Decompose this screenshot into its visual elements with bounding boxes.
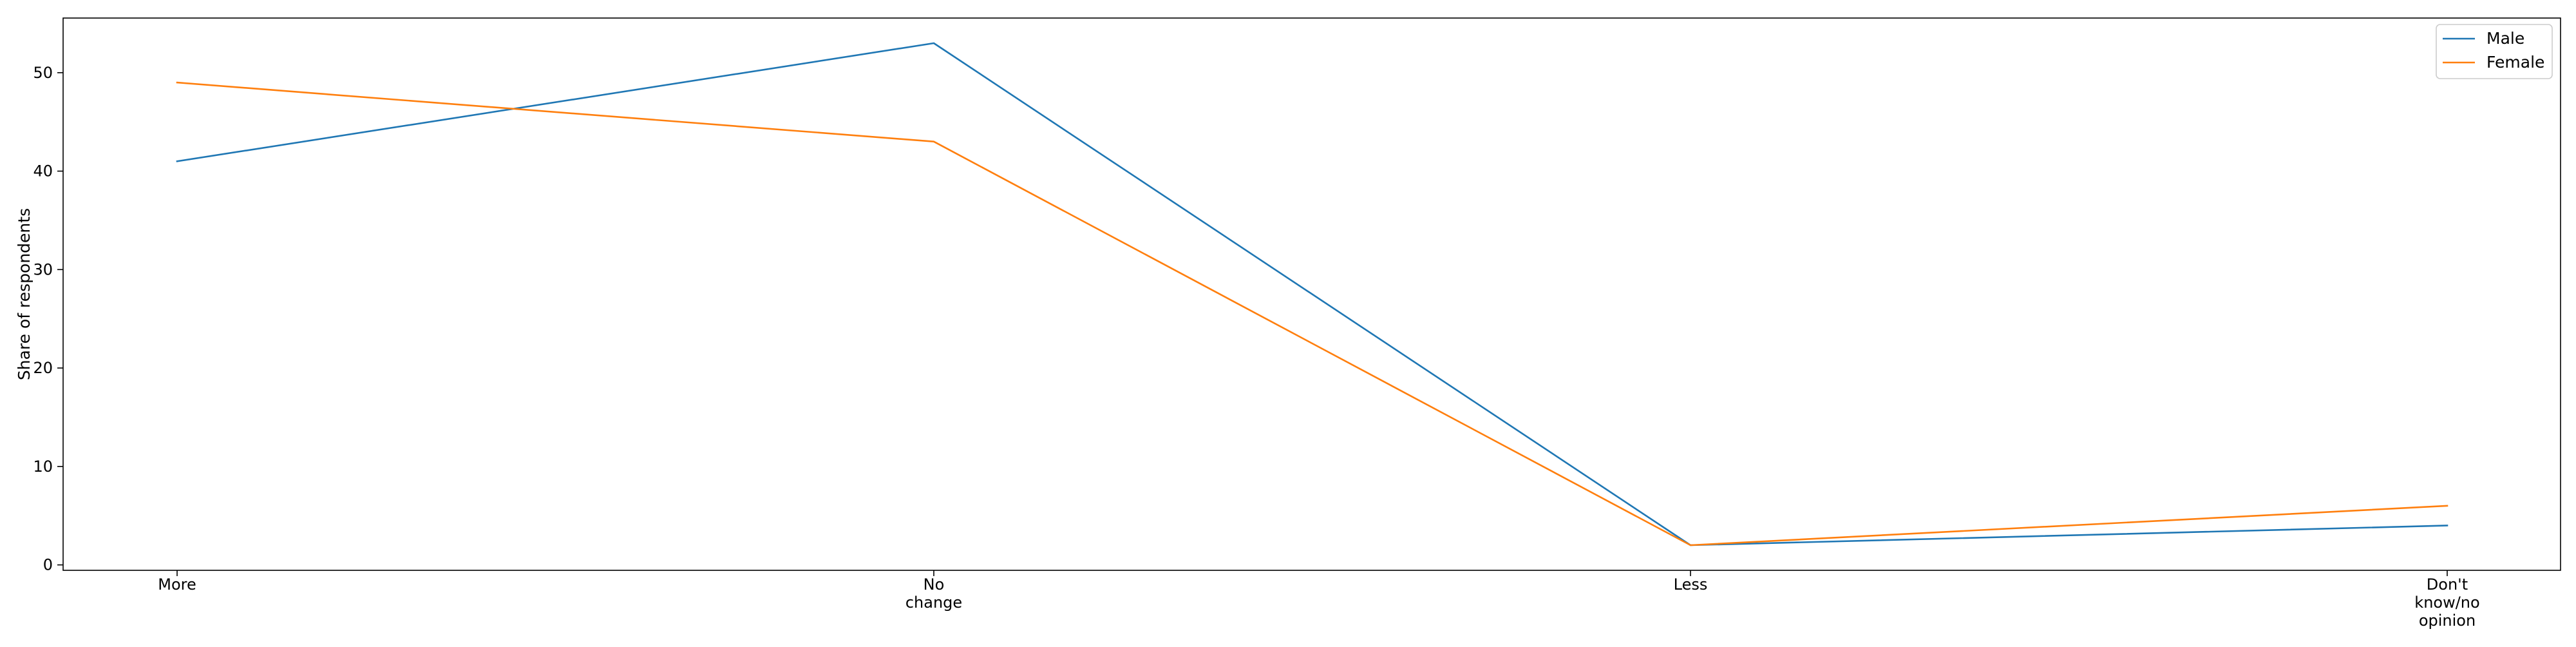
x-tick-label: Don't know/no opinion xyxy=(2414,575,2479,630)
y-tick-label: 40 xyxy=(33,162,53,180)
x-tick-label-line: Don't xyxy=(2427,575,2468,594)
y-axis-label: Share of respondents xyxy=(15,208,33,380)
y-axis-ticks: 0 10 20 30 40 50 xyxy=(33,64,63,574)
x-tick-label-line: change xyxy=(905,594,962,612)
x-tick-label: More xyxy=(158,575,196,594)
y-tick-label: 50 xyxy=(33,64,53,82)
x-tick-label: Less xyxy=(1674,575,1708,594)
x-tick-label-line: No xyxy=(923,575,945,594)
legend-label-male: Male xyxy=(2486,29,2524,48)
y-tick-label: 0 xyxy=(43,556,53,574)
x-axis-ticks: More No change Less Don't know/no opinion xyxy=(158,570,2480,630)
series-line-male xyxy=(176,42,2448,546)
x-tick-label-line: opinion xyxy=(2419,612,2476,630)
x-tick-label-line: Less xyxy=(1674,575,1708,594)
series-layer xyxy=(176,42,2448,546)
plot-area-frame xyxy=(62,17,2561,571)
x-tick-label: No change xyxy=(905,575,962,612)
y-tick-label: 10 xyxy=(33,458,53,476)
y-tick-label: 30 xyxy=(33,260,53,278)
legend: Male Female xyxy=(2436,24,2553,79)
series-line-female xyxy=(176,81,2448,546)
legend-label-female: Female xyxy=(2486,53,2544,72)
y-tick-label: 20 xyxy=(33,359,53,377)
x-tick-label-line: More xyxy=(158,575,196,594)
x-tick-label-line: know/no xyxy=(2414,594,2479,612)
